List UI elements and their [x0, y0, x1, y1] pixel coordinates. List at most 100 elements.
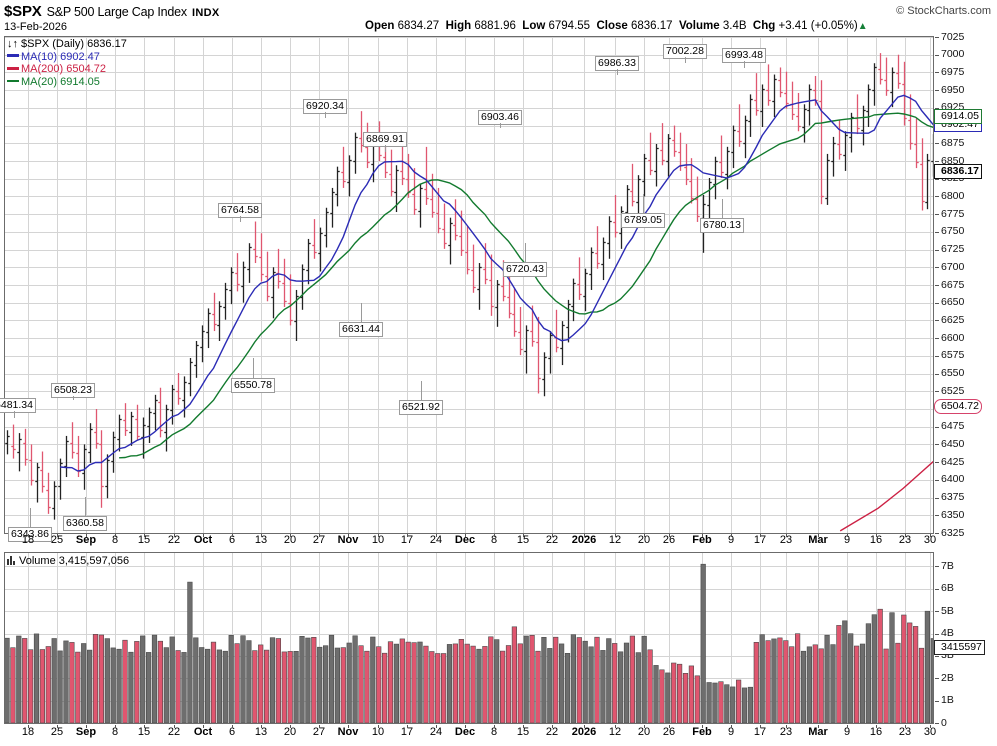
date-axis-label: Nov	[337, 726, 359, 738]
date-axis-tick	[702, 534, 703, 537]
volume-legend: Volume 3,415,597,056	[7, 555, 129, 567]
price-axis-label: 6425	[941, 455, 965, 468]
date-axis-tick	[818, 725, 819, 728]
date-axis-label: 20	[283, 726, 297, 738]
legend-ma10: MA(10) 6902.47	[7, 51, 127, 64]
date-axis-label: Nov	[337, 534, 359, 546]
date-axis-label: 30	[923, 726, 937, 738]
ticker-symbol: $SPX	[4, 3, 42, 20]
volume-legend-label: Volume 3,415,597,056	[19, 555, 130, 567]
price-axis-tick	[935, 515, 939, 516]
price-axis-label: 6725	[941, 243, 965, 256]
close-price-marker: 6836.17	[934, 164, 982, 180]
date-axis-tick	[876, 534, 877, 537]
price-axis-label: 7000	[941, 48, 965, 61]
price-axis-label: 6325	[941, 526, 965, 539]
date-axis-tick	[669, 725, 670, 728]
date-axis-label: 18	[21, 534, 35, 546]
chg-up-arrow-icon: ▲	[857, 21, 868, 32]
price-axis-tick	[935, 427, 939, 428]
volume-axis-tick	[935, 566, 939, 567]
price-axis-tick	[935, 391, 939, 392]
date-axis-label: 27	[312, 726, 326, 738]
date-axis-tick	[760, 534, 761, 537]
price-chart-panel[interactable]	[4, 36, 934, 534]
date-axis-label: 23	[898, 726, 912, 738]
date-axis-label: 23	[898, 534, 912, 546]
date-axis-tick	[786, 534, 787, 537]
price-axis-tick	[935, 480, 939, 481]
date-axis-label: 25	[50, 726, 64, 738]
price-axis-tick	[935, 462, 939, 463]
price-axis-label: 6850	[941, 154, 965, 167]
date-axis-tick	[407, 725, 408, 728]
date-axis-tick	[876, 725, 877, 728]
price-axis-label: 6775	[941, 207, 965, 220]
date-axis-tick	[57, 534, 58, 537]
date-axis-label: 17	[400, 534, 414, 546]
price-axis-label: 6575	[941, 349, 965, 362]
date-axis-tick	[494, 534, 495, 537]
date-axis-label: 22	[167, 726, 181, 738]
date-axis-tick	[28, 725, 29, 728]
legend-ma20-label: MA(20) 6914.05	[21, 75, 100, 88]
legend-ma200: MA(200) 6504.72	[7, 63, 127, 76]
date-axis-label: 9	[843, 726, 851, 738]
quote-date: 13-Feb-2026	[4, 21, 67, 33]
volume-plot-area[interactable]	[5, 553, 933, 723]
price-axis-tick	[935, 374, 939, 375]
legend-ma200-label: MA(200) 6504.72	[21, 63, 106, 76]
date-axis-label: 24	[429, 726, 443, 738]
date-axis-tick	[731, 534, 732, 537]
ma200-swatch-icon	[7, 67, 19, 70]
low-value: 6794.55	[548, 20, 591, 32]
date-axis-label: 8	[111, 726, 119, 738]
date-axis-tick	[378, 725, 379, 728]
volume-axis-tick	[935, 611, 939, 612]
date-axis-tick	[144, 725, 145, 728]
price-axis-label: 6475	[941, 420, 965, 433]
price-axis-tick	[935, 232, 939, 233]
volume-axis-label: 2B	[941, 671, 954, 684]
date-axis-label: Feb	[692, 726, 712, 738]
price-axis-tick	[935, 72, 939, 73]
price-axis-label: 6450	[941, 437, 965, 450]
price-axis-label: 7025	[941, 30, 965, 43]
date-axis-label: 20	[283, 534, 297, 546]
date-axis-label: 8	[490, 534, 498, 546]
date-axis-tick	[86, 534, 87, 537]
date-axis-tick	[261, 725, 262, 728]
price-plot-area[interactable]	[5, 37, 933, 533]
date-axis-tick	[28, 534, 29, 537]
date-axis-label: 13	[254, 534, 268, 546]
date-axis-tick	[905, 725, 906, 728]
date-axis-tick	[319, 725, 320, 728]
date-axis-tick	[494, 725, 495, 728]
stockcharts-credit: © StockCharts.com	[896, 5, 991, 17]
date-axis-label: Dec	[454, 726, 476, 738]
low-label: Low	[522, 20, 546, 32]
ma20-swatch-icon	[7, 79, 19, 83]
volume-value: 3.4B	[722, 20, 747, 32]
close-label: Close	[596, 20, 628, 32]
price-axis-label: 6700	[941, 260, 965, 273]
date-axis-tick	[552, 534, 553, 537]
date-axis-tick	[644, 534, 645, 537]
date-axis-tick	[407, 534, 408, 537]
date-axis-tick	[847, 725, 848, 728]
volume-chart-panel[interactable]	[4, 552, 934, 724]
price-axis-tick	[935, 498, 939, 499]
date-axis-label: 30	[923, 534, 937, 546]
high-label: High	[445, 20, 472, 32]
date-axis-label: 15	[137, 726, 151, 738]
date-axis-label: 10	[371, 726, 385, 738]
date-axis-tick	[760, 725, 761, 728]
date-axis-label: 2026	[571, 534, 597, 546]
date-axis-label: 10	[371, 534, 385, 546]
price-axis-tick	[935, 303, 939, 304]
price-axis-tick	[935, 320, 939, 321]
price-axis-tick	[935, 196, 939, 197]
date-axis-tick	[115, 725, 116, 728]
date-axis-label: 20	[637, 534, 651, 546]
date-axis-label: 8	[490, 726, 498, 738]
